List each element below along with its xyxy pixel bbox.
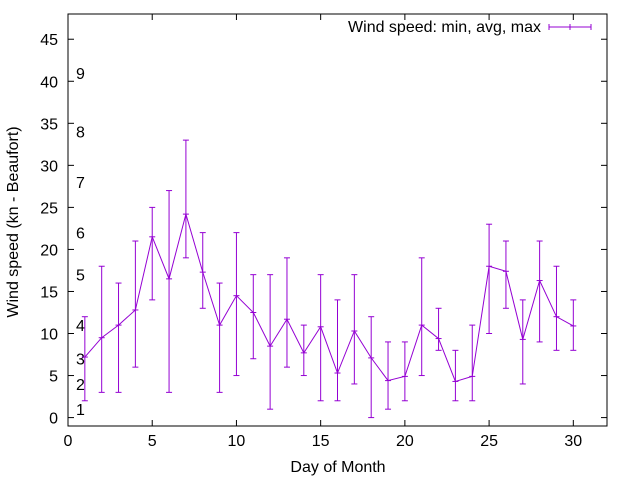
x-axis-title: Day of Month: [290, 459, 385, 476]
y-tick-label: 30: [40, 158, 58, 175]
x-tick-label: 20: [396, 433, 414, 450]
y-tick-label: 10: [40, 327, 58, 344]
beaufort-label: 8: [76, 125, 85, 142]
x-tick-label: 25: [480, 433, 498, 450]
beaufort-label: 2: [76, 377, 85, 394]
y-tick-label: 40: [40, 74, 58, 91]
y-tick-label: 5: [49, 369, 58, 386]
beaufort-label: 9: [76, 66, 85, 83]
x-tick-label: 5: [148, 433, 157, 450]
beaufort-label: 7: [76, 175, 85, 192]
y-tick-label: 0: [49, 411, 58, 428]
x-tick-label: 10: [228, 433, 246, 450]
beaufort-label: 5: [76, 268, 85, 285]
legend: Wind speed: min, avg, max: [348, 19, 592, 36]
y-tick-label: 15: [40, 284, 58, 301]
y-axis-title: Wind speed (kn - Beaufort): [5, 126, 22, 317]
x-tick-label: 15: [312, 433, 330, 450]
x-tick-label: 30: [564, 433, 582, 450]
y-tick-label: 20: [40, 242, 58, 259]
legend-label: Wind speed: min, avg, max: [348, 19, 541, 36]
plot-border: [67, 13, 608, 427]
legend-swatch: [548, 24, 592, 30]
beaufort-label: 1: [76, 402, 85, 419]
beaufort-label: 3: [76, 352, 85, 369]
beaufort-label: 4: [76, 318, 85, 335]
y-tick-label: 45: [40, 32, 58, 49]
series-line: [84, 212, 574, 383]
x-tick-label: 0: [64, 433, 73, 450]
beaufort-label: 6: [76, 226, 85, 243]
y-tick-label: 35: [40, 116, 58, 133]
y-tick-label: 25: [40, 200, 58, 217]
